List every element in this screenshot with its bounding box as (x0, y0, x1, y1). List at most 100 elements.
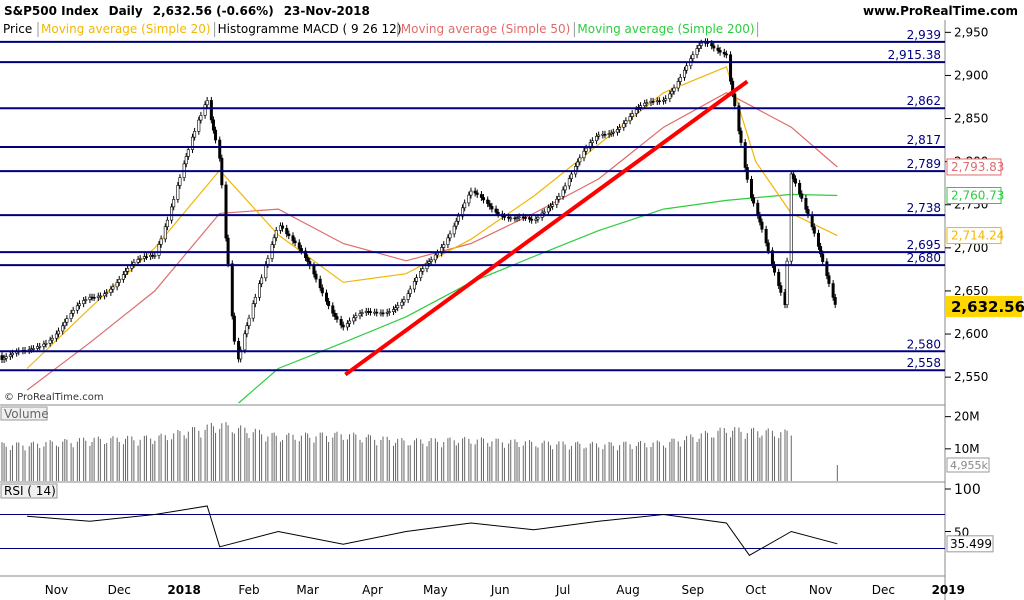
legend-moving-average-simple-200: Moving average (Simple 200) (577, 22, 754, 36)
candle-body (306, 257, 310, 262)
x-tick-label-jun: Jun (490, 583, 510, 597)
candle-body (285, 228, 289, 235)
candle-body (352, 317, 356, 322)
header-title: S&P500 Index Daily 2,632.56 (-0.66%) 23-Nov… (4, 4, 370, 18)
candle-body (567, 178, 571, 187)
candle-body (245, 325, 249, 335)
candle-body (391, 309, 395, 312)
candle-body (785, 260, 789, 306)
candle-body (341, 324, 345, 328)
candle-body (358, 313, 362, 317)
price-y-tick-label: 2,650 (954, 284, 988, 298)
x-tick-label-jul: Jul (555, 583, 570, 597)
candle-body (232, 315, 236, 342)
candle-body (186, 149, 190, 157)
candle-body (429, 259, 433, 262)
candle-body (251, 303, 255, 319)
candle-body (117, 279, 121, 283)
candle-body (682, 69, 686, 78)
candle-body (789, 173, 793, 262)
candle-body (272, 237, 276, 245)
candle-body (419, 270, 423, 279)
candle-body (159, 238, 163, 245)
candle-body (819, 246, 823, 255)
x-tick-label-aug: Aug (616, 583, 639, 597)
candle-body (427, 261, 431, 264)
level-label-2-558: 2,558 (907, 356, 941, 370)
candle-body (368, 311, 372, 313)
candle-body (490, 206, 494, 210)
candle-body (542, 211, 546, 214)
candle-body (138, 258, 142, 260)
candle-body (121, 274, 125, 280)
candle-body (804, 198, 808, 210)
candle-body (109, 288, 113, 293)
candle-body (452, 225, 456, 235)
candle-body (630, 113, 634, 117)
candle-body (695, 48, 699, 56)
candle-body (712, 45, 716, 49)
candle-body (304, 250, 308, 258)
candle-body (435, 252, 439, 256)
x-tick-label-feb: Feb (238, 583, 259, 597)
candle-body (31, 348, 35, 350)
candle-body (412, 281, 416, 290)
candle-body (84, 299, 88, 301)
candle-body (590, 140, 594, 144)
candle-body (743, 142, 747, 168)
tag-box-moving-average-simple-50 (946, 158, 1002, 176)
candle-body (651, 100, 655, 103)
candle-body (421, 268, 425, 272)
candle-body (260, 277, 264, 284)
candle-body (729, 54, 733, 82)
candle-body (291, 235, 295, 242)
candle-body (488, 203, 492, 207)
candle-body (576, 161, 580, 167)
candle-body (716, 47, 720, 51)
candle-body (530, 218, 534, 221)
candle-body (752, 197, 756, 204)
candle-body (551, 204, 555, 207)
candle-body (737, 105, 741, 132)
candle-body (821, 253, 825, 262)
candle-body (396, 305, 400, 309)
candle-body (446, 237, 450, 245)
candle-body (676, 81, 680, 89)
candle-body (61, 325, 65, 332)
candle-body (766, 242, 770, 252)
level-label-2-789: 2,789 (907, 157, 941, 171)
candle-body (48, 339, 52, 344)
tag-box-moving-average-simple-20 (946, 227, 1002, 245)
candle-body (710, 43, 714, 47)
candle-body (124, 271, 128, 275)
candle-body (165, 219, 169, 228)
candle-body (293, 240, 297, 244)
candle-body (299, 248, 303, 252)
candle-body (827, 275, 831, 284)
level-label-2-738: 2,738 (907, 201, 941, 215)
candle-body (281, 225, 285, 229)
candle-body (475, 192, 479, 195)
price-panel: 2,9502,9002,8502,8002,7502,7002,6502,600… (0, 25, 1024, 404)
candle-body (760, 221, 764, 230)
last-price-value: 2,632.56 (951, 298, 1024, 316)
candle-body (609, 132, 613, 135)
candle-body (517, 216, 521, 219)
tag-moving-average-simple-50: 2,793.83 (951, 160, 1004, 174)
candle-body (618, 127, 622, 130)
candle-body (172, 199, 176, 208)
candle-body (812, 226, 816, 234)
candle-body (8, 354, 12, 357)
candle-body (756, 202, 760, 216)
candle-body (800, 193, 804, 199)
candle-body (75, 305, 79, 311)
candle-body (400, 301, 404, 306)
candle-body (582, 150, 586, 159)
x-tick-label-may: May (423, 583, 448, 597)
volume-y-tick-label: 20M (954, 410, 980, 424)
candle-body (463, 202, 467, 209)
site-link[interactable]: www.ProRealTime.com (863, 4, 1018, 18)
rsi-last-value: 35.499 (950, 537, 992, 551)
candle-body (628, 116, 632, 122)
